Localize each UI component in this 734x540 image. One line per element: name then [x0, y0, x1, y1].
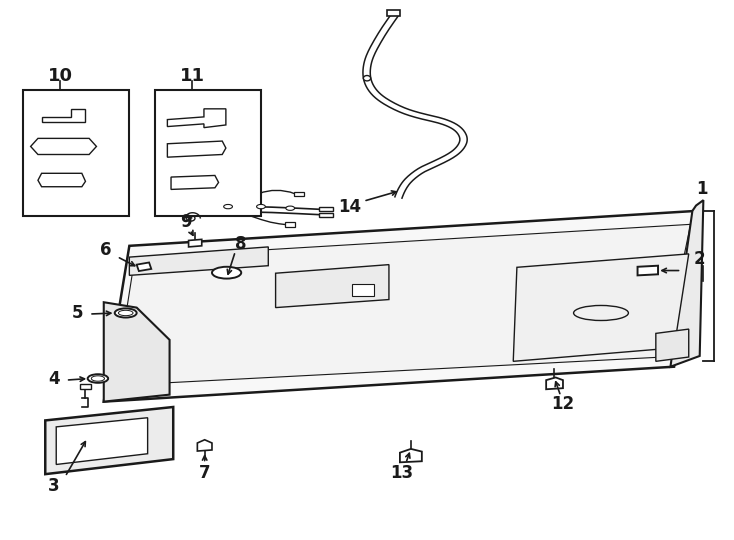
Text: 8: 8 [236, 235, 247, 253]
Text: 3: 3 [48, 477, 60, 495]
Ellipse shape [87, 374, 108, 383]
Text: 5: 5 [72, 304, 83, 322]
Text: 1: 1 [696, 180, 708, 198]
Polygon shape [103, 211, 696, 402]
Polygon shape [670, 200, 703, 367]
Polygon shape [103, 302, 170, 402]
Bar [319, 207, 333, 212]
Polygon shape [189, 239, 202, 247]
Text: 13: 13 [390, 464, 414, 482]
Polygon shape [197, 440, 212, 451]
Ellipse shape [573, 306, 628, 321]
Bar [294, 192, 304, 197]
Polygon shape [57, 418, 148, 464]
Polygon shape [38, 173, 85, 187]
Ellipse shape [224, 205, 233, 209]
Text: 9: 9 [180, 213, 192, 231]
Polygon shape [31, 138, 96, 154]
Ellipse shape [91, 376, 104, 381]
Text: 6: 6 [101, 241, 112, 259]
Text: 10: 10 [48, 66, 73, 85]
Text: 2: 2 [694, 250, 705, 268]
Polygon shape [137, 262, 151, 271]
Ellipse shape [115, 308, 137, 318]
Polygon shape [513, 254, 688, 361]
Bar [285, 222, 295, 227]
Bar [80, 384, 90, 389]
Polygon shape [638, 266, 658, 275]
Ellipse shape [286, 206, 294, 211]
Polygon shape [167, 141, 226, 157]
Bar [387, 10, 400, 16]
Polygon shape [129, 247, 269, 275]
Polygon shape [656, 329, 688, 361]
Text: 11: 11 [180, 66, 205, 85]
Text: 12: 12 [551, 395, 575, 413]
Bar [352, 284, 374, 296]
Polygon shape [167, 109, 226, 127]
Bar [23, 90, 129, 217]
Polygon shape [546, 377, 563, 389]
Polygon shape [400, 449, 422, 462]
Text: 14: 14 [338, 198, 361, 215]
Polygon shape [275, 265, 389, 308]
Polygon shape [115, 224, 691, 386]
Ellipse shape [118, 310, 133, 316]
Bar [319, 213, 333, 217]
Polygon shape [171, 176, 219, 190]
Bar [155, 90, 261, 217]
Text: 7: 7 [199, 464, 211, 482]
Ellipse shape [212, 267, 241, 279]
Ellipse shape [257, 205, 266, 209]
Ellipse shape [363, 76, 371, 81]
Polygon shape [46, 407, 173, 474]
Text: 4: 4 [48, 369, 60, 388]
Polygon shape [42, 109, 85, 122]
